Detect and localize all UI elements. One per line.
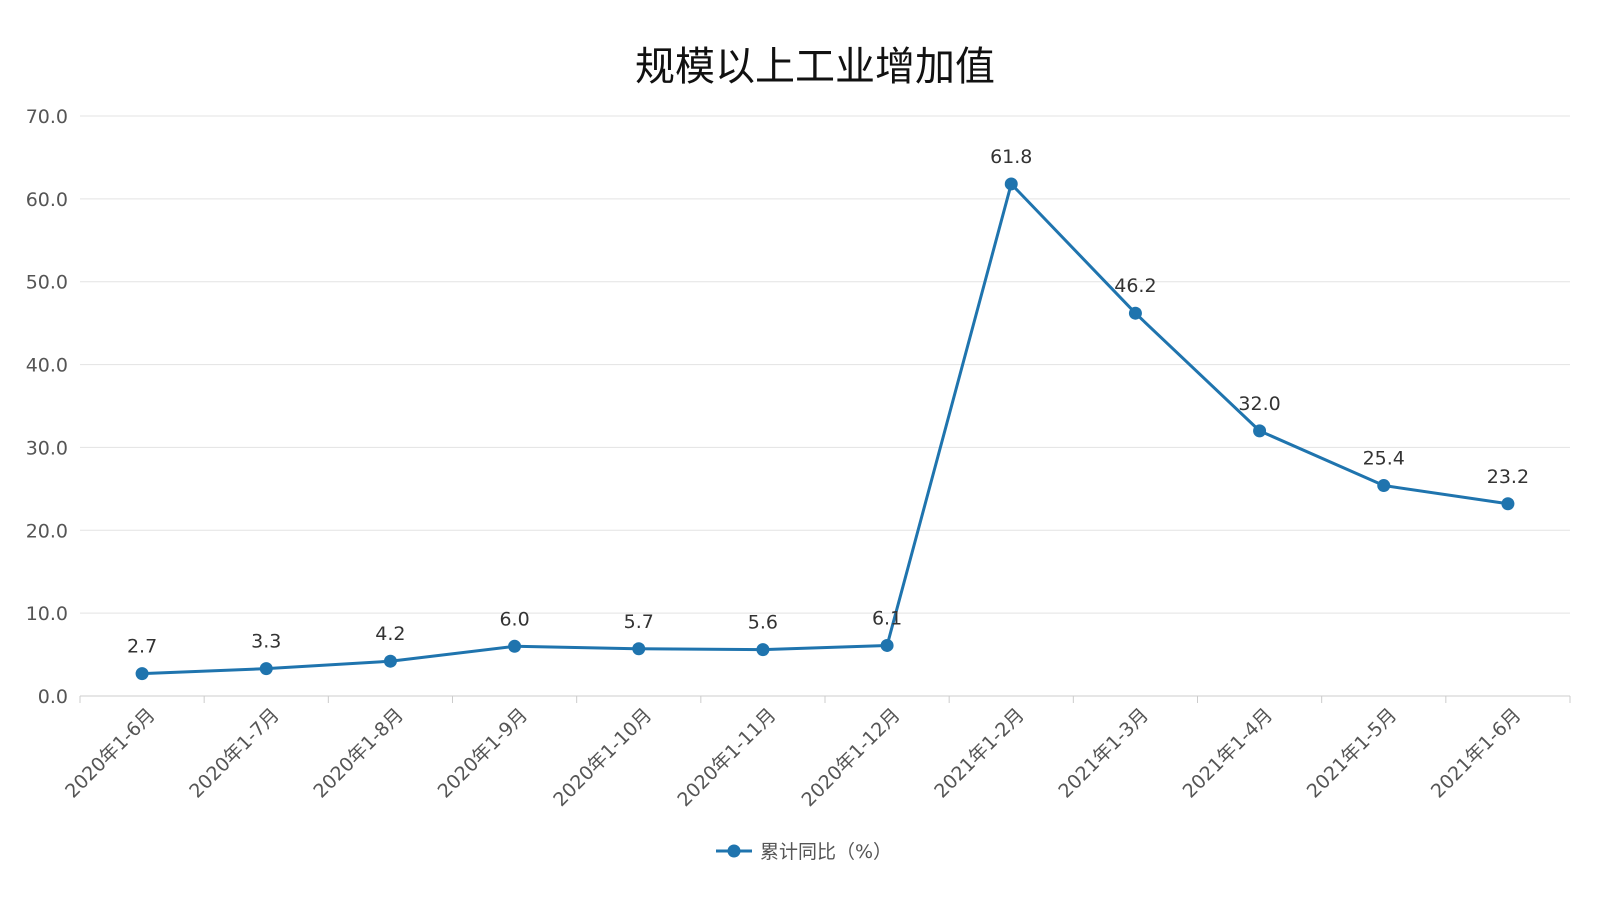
x-tick-label: 2020年1-8月: [309, 704, 408, 803]
x-tick-label: 2020年1-9月: [434, 704, 533, 803]
data-point[interactable]: [1004, 177, 1018, 191]
data-point[interactable]: [1253, 424, 1267, 438]
series-line-group: [135, 177, 1515, 681]
data-labels: 2.7 3.3 4.2 6.0 5.7 5.6 6.1 61.8 46.2 32.0 25.4 23.…: [127, 146, 1529, 658]
x-tick-label: 2021年1-4月: [1179, 704, 1278, 803]
gridlines: [80, 115, 1570, 614]
data-point[interactable]: [259, 662, 273, 676]
x-tick-label: 2021年1-5月: [1303, 704, 1402, 803]
x-tick-label: 2021年1-2月: [930, 704, 1029, 803]
x-tick-label: 2020年1-6月: [61, 704, 160, 803]
data-label: 46.2: [1114, 275, 1156, 297]
data-point[interactable]: [1501, 497, 1515, 511]
x-tick-label: 2020年1-7月: [185, 704, 284, 803]
data-label: 2.7: [127, 636, 157, 658]
data-label: 4.2: [375, 623, 405, 645]
chart-title: 规模以上工业增加值: [635, 44, 995, 90]
series-line: [142, 182, 1509, 676]
data-point[interactable]: [756, 643, 770, 657]
data-point[interactable]: [508, 639, 522, 653]
x-tick-label: 2020年1-11月: [673, 704, 780, 811]
x-tick-label: 2021年1-3月: [1054, 704, 1153, 803]
x-tick-label: 2020年1-12月: [798, 704, 905, 811]
data-label: 25.4: [1363, 448, 1405, 470]
data-point[interactable]: [1377, 479, 1391, 493]
data-point[interactable]: [135, 667, 149, 681]
data-label: 5.6: [748, 612, 778, 634]
legend-marker: [727, 844, 741, 858]
data-point[interactable]: [632, 642, 646, 656]
x-tick-label: 2021年1-6月: [1427, 704, 1526, 803]
y-axis: 0.0 10.0 20.0 30.0 40.0 50.0 60.0 70.0: [26, 106, 68, 708]
x-tick-label: 2020年1-10月: [549, 704, 656, 811]
y-tick-label: 0.0: [38, 686, 68, 708]
y-tick-label: 30.0: [26, 437, 68, 459]
data-label: 32.0: [1238, 393, 1280, 415]
legend[interactable]: 累计同比（%）: [716, 841, 892, 863]
y-tick-label: 50.0: [26, 272, 68, 294]
y-tick-label: 20.0: [26, 520, 68, 542]
legend-label: 累计同比（%）: [760, 841, 892, 863]
data-label: 23.2: [1487, 466, 1529, 488]
data-label: 3.3: [251, 631, 281, 653]
y-tick-label: 40.0: [26, 355, 68, 377]
data-label: 5.7: [624, 611, 654, 633]
data-label: 61.8: [990, 146, 1032, 168]
x-axis: 2020年1-6月 2020年1-7月 2020年1-8月 2020年1-9月 2020…: [61, 695, 1571, 811]
data-label: 6.0: [499, 608, 529, 630]
data-label: 6.1: [872, 607, 902, 629]
data-point[interactable]: [1128, 306, 1142, 320]
y-tick-label: 70.0: [26, 106, 68, 128]
data-point[interactable]: [880, 638, 894, 652]
y-tick-label: 10.0: [26, 603, 68, 625]
y-tick-label: 60.0: [26, 189, 68, 211]
data-point[interactable]: [383, 654, 397, 668]
